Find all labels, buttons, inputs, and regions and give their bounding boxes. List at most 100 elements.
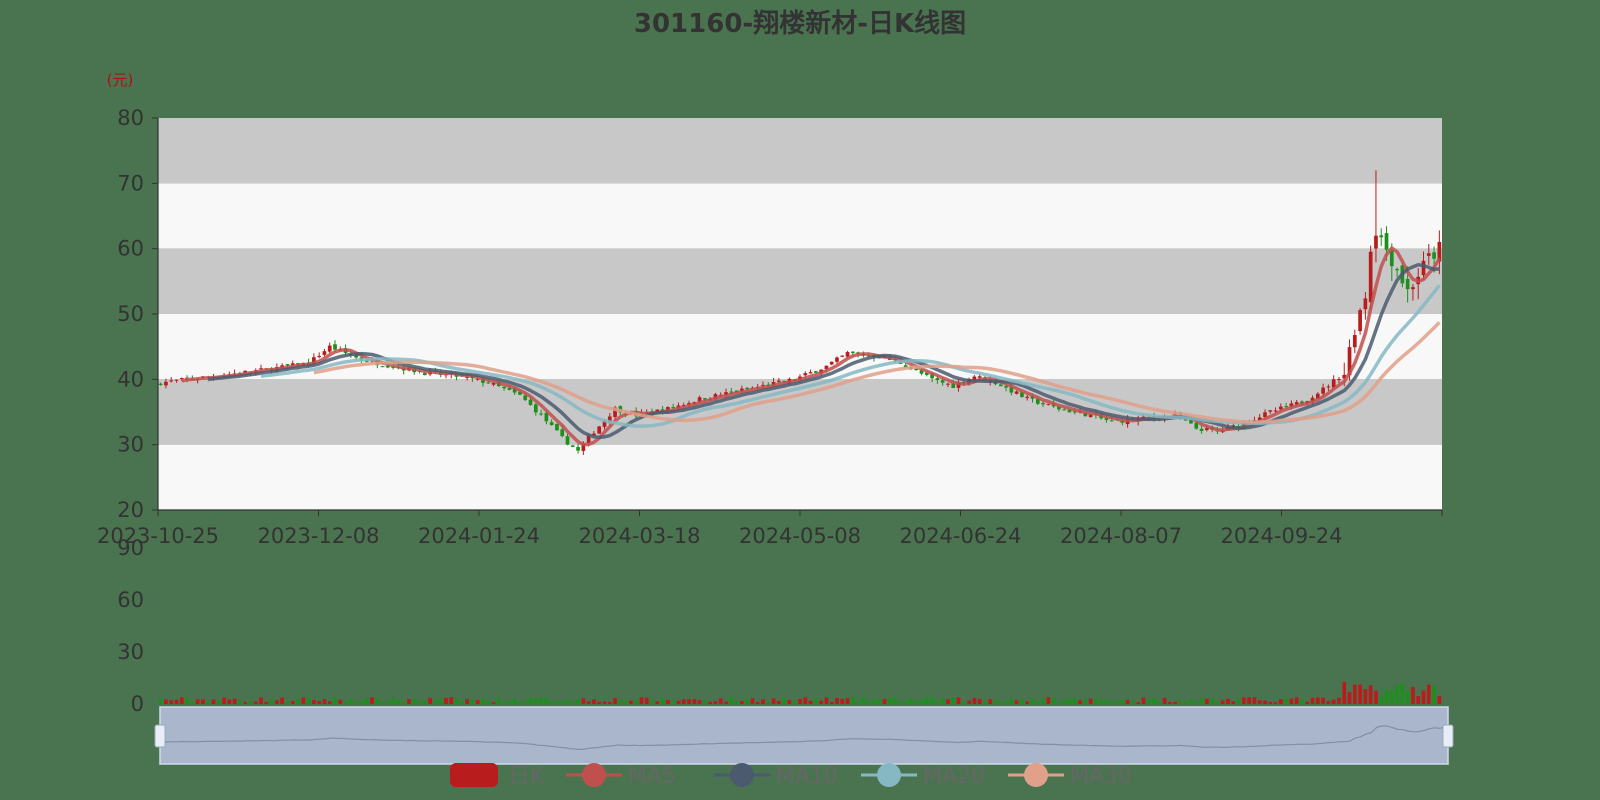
candle [808,369,813,374]
volume-bar [1273,702,1278,704]
x-axis: 2023-10-25 2023-12-08 2024-01-24 2024-03-18… [97,509,1443,548]
price-unit-label: (元) [107,71,134,89]
volume-bar [755,702,760,704]
price-band [158,314,1442,380]
price-band [158,379,1442,445]
price-band [158,118,1442,184]
volume-bar [1236,699,1241,704]
volume-bar [1384,689,1389,704]
volume-bar [1363,689,1368,704]
volume-bar [1220,700,1225,704]
volume-bar [243,701,248,704]
volume-bar [1131,700,1135,704]
volume-bar [1215,701,1220,704]
volume-bar [777,701,781,704]
volume-bar [1072,698,1077,704]
candle [1199,424,1204,434]
slider-handle[interactable] [154,724,166,748]
legend-item[interactable]: MA5 [566,763,676,789]
volume-bar [623,700,628,704]
volume-bar [681,699,686,704]
volume-bar [845,698,850,704]
volume-bar [877,699,882,704]
candle [956,379,961,392]
volume-bar [1252,697,1257,704]
volume-bar [613,698,617,704]
volume-bar [835,697,839,704]
volume-bar [655,701,660,704]
volume-bar [1189,699,1193,704]
slider-window[interactable] [159,706,1449,765]
legend-item[interactable]: 日K [450,763,545,789]
volume-bar [343,701,348,704]
volume-bar [956,697,961,704]
volume-bar [782,698,786,704]
volume-bar [1104,699,1109,704]
volume-bar [1257,700,1262,704]
legend-item[interactable]: MA20 [861,763,985,789]
volume-bar [528,697,533,704]
candle [835,356,839,364]
volume-bar [687,699,691,704]
volume-bar [1062,699,1067,704]
candle [1437,230,1442,275]
volume-bar [1067,698,1072,704]
volume-bar [306,697,311,704]
candle [570,445,575,448]
volume-bar [803,697,808,704]
volume-bar [301,697,306,704]
volume-bar [518,702,522,704]
volume-bar [961,701,966,704]
volume-bar [703,700,707,704]
volume-bars [158,681,1442,704]
volume-bar [216,700,221,704]
volume-bar [359,700,364,704]
volume-bar [734,700,739,704]
slider-handle[interactable] [1442,724,1454,748]
candle [998,383,1003,387]
volume-bar [840,699,845,704]
volume-bar [597,701,602,704]
price-tick-label: 50 [117,302,144,326]
volume-bar [1157,701,1162,704]
volume-bar [1014,700,1019,704]
legend-item[interactable]: MA10 [714,763,838,789]
volume-bar [327,701,332,704]
volume-bar [470,699,475,704]
volume-bar [1030,698,1035,704]
candle [777,378,781,383]
volume-bar [592,699,596,704]
candle [380,365,385,368]
volume-bar [1141,697,1146,704]
volume-bar [253,701,258,704]
legend-item[interactable]: MA30 [1008,763,1132,789]
volume-bar [1310,697,1315,704]
volume-tick-label: 60 [117,588,144,612]
volume-bar [275,700,279,704]
volume-bar [1268,702,1273,704]
volume-bar [967,700,971,704]
volume-bar [1025,701,1030,704]
volume-bar [428,697,432,704]
volume-bar [185,697,189,704]
volume-bar [940,698,945,704]
volume-bar [729,697,734,704]
price-tick-label: 40 [117,367,144,391]
volume-bar [998,701,1003,704]
candle [327,342,332,354]
volume-bar [814,698,818,704]
volume-bar [1374,690,1378,704]
candle [174,379,179,383]
volume-bar [312,700,316,704]
candle [1331,375,1336,390]
volume-bar [560,701,565,704]
volume-bar [459,701,464,704]
volume-tick-label: 30 [117,640,144,664]
volume-bar [269,699,274,704]
candle [1014,390,1019,395]
volume-bar [1035,701,1040,704]
volume-bar [1247,697,1251,704]
volume-bar [158,698,163,704]
data-zoom-slider[interactable] [154,706,1454,765]
